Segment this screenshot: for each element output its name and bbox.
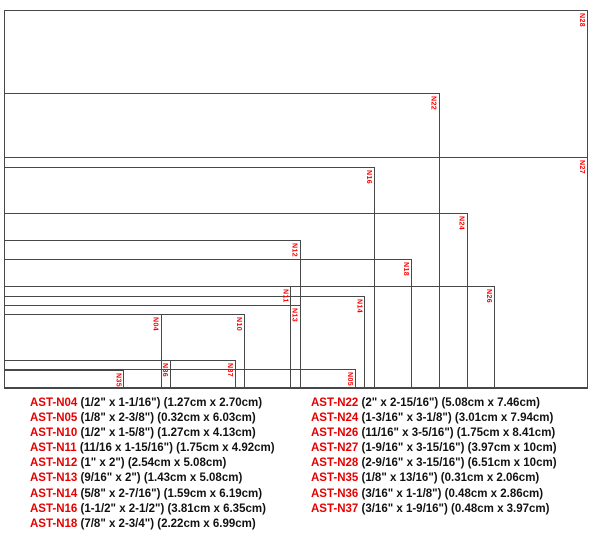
legend-item-code: AST-N13 [30,472,78,485]
rect-label-n10: N10 [235,317,243,332]
legend-item-code: AST-N18 [30,517,78,530]
legend-item-dimensions: (7/8" x 2-3/4") (2.22cm x 6.99cm) [80,517,256,530]
rect-label-n26: N26 [485,289,493,304]
legend-item-code: AST-N10 [30,427,78,440]
legend-item-ast-n27: AST-N27 (1-9/16" x 3-15/16") (3.97cm x 1… [311,441,557,456]
rect-label-n05: N05 [346,372,354,387]
legend-item-ast-n24: AST-N24 (1-3/16" x 3-1/8") (3.01cm x 7.9… [311,411,557,426]
diagram-baseline [4,386,588,389]
legend-item-dimensions: (11/16 x 1-15/16") (1.75cm x 4.92cm) [79,442,275,455]
legend-item-ast-n10: AST-N10 (1/2" x 1-5/8") (1.27cm x 4.13cm… [30,426,275,441]
legend-item-dimensions: (1-9/16" x 3-15/16") (3.97cm x 10cm) [361,442,557,455]
legend-item-code: AST-N24 [311,412,359,425]
legend-item-ast-n12: AST-N12 (1" x 2") (2.54cm x 5.08cm) [30,456,275,471]
legend-item-code: AST-N36 [311,487,359,500]
legend-column-1: AST-N04 (1/2" x 1-1/16") (1.27cm x 2.70c… [30,396,275,532]
legend-item-dimensions: (1-3/16" x 3-1/8") (3.01cm x 7.94cm) [361,412,554,425]
legend-column-2: AST-N22 (2" x 2-15/16") (5.08cm x 7.46cm… [311,396,557,517]
rect-label-n35: N35 [114,372,122,388]
legend-item-dimensions: (1" x 2") (2.54cm x 5.08cm) [80,457,227,470]
legend-item-code: AST-N11 [30,442,77,455]
legend-item-dimensions: (1/8" x 13/16") (0.31cm x 2.06cm) [361,472,540,485]
rect-label-n11: N11 [281,289,289,303]
legend-item-code: AST-N26 [311,427,359,440]
legend-item-code: AST-N37 [311,502,359,515]
legend-item-dimensions: (1/2" x 1-5/8") (1.27cm x 4.13cm) [80,427,256,440]
legend-item-dimensions: (9/16" x 2") (1.43cm x 5.08cm) [80,472,243,485]
legend-item-code: AST-N12 [30,457,78,470]
rect-label-n27: N27 [578,160,585,175]
legend-item-dimensions: (1/2" x 1-1/16") (1.27cm x 2.70cm) [80,397,263,409]
rect-label-n37: N37 [225,363,233,378]
legend-item-dimensions: (3/16" x 1-1/8") (0.48cm x 2.86cm) [361,487,544,500]
legend-item-ast-n04: AST-N04 (1/2" x 1-1/16") (1.27cm x 2.70c… [30,396,275,411]
legend-item-code: AST-N16 [30,502,78,515]
legend-item-code: AST-N05 [30,412,78,425]
legend-item-code: AST-N22 [311,397,359,409]
rect-label-n13: N13 [290,307,298,322]
legend-item-ast-n28: AST-N28 (2-9/16" x 3-15/16") (6.51cm x 1… [311,456,557,471]
legend-item-code: AST-N35 [311,472,359,485]
legend-item-dimensions: (1/8" x 2-3/8") (0.32cm x 6.03cm) [80,412,256,425]
legend-item-ast-n18: AST-N18 (7/8" x 2-3/4") (2.22cm x 6.99cm… [30,517,275,532]
legend-item-ast-n26: AST-N26 (11/16" x 3-5/16") (1.75cm x 8.4… [311,426,557,441]
rect-label-n18: N18 [402,262,410,277]
legend-item-dimensions: (2-9/16" x 3-15/16") (6.51cm x 10cm) [361,457,557,470]
rect-label-n14: N14 [355,298,363,313]
size-rect-n35: N35 [4,369,125,388]
legend-item-dimensions: (1-1/2" x 2-1/2") (3.81cm x 6.35cm) [80,502,266,515]
legend-item-dimensions: (11/16" x 3-5/16") (1.75cm x 8.41cm) [361,427,556,440]
rect-label-n16: N16 [364,169,372,184]
legend-item-ast-n05: AST-N05 (1/8" x 2-3/8") (0.32cm x 6.03cm… [30,411,275,426]
rect-label-n12: N12 [290,243,298,258]
rect-label-n36: N36 [161,363,169,378]
legend-item-code: AST-N04 [30,397,78,409]
legend-item-dimensions: (3/16" x 1-9/16") (0.48cm x 3.97cm) [361,502,550,515]
nested-size-diagram: N28 N27 N22 N24 N26 N16 N18 N12 N14 N11 N13 N10 N04 N… [4,9,588,389]
legend-item-code: AST-N14 [30,487,78,500]
legend-item-code: AST-N28 [311,457,359,470]
legend-item-ast-n14: AST-N14 (5/8" x 2-7/16") (1.59cm x 6.19c… [30,487,275,502]
legend-item-ast-n22: AST-N22 (2" x 2-15/16") (5.08cm x 7.46cm… [311,396,557,411]
legend-item-dimensions: (2" x 2-15/16") (5.08cm x 7.46cm) [361,397,540,409]
legend-item-dimensions: (5/8" x 2-7/16") (1.59cm x 6.19cm) [80,487,263,500]
rect-label-n04: N04 [151,317,159,332]
rect-label-n24: N24 [457,216,465,231]
legend-item-ast-n16: AST-N16 (1-1/2" x 2-1/2") (3.81cm x 6.35… [30,502,275,517]
legend-item-ast-n35: AST-N35 (1/8" x 13/16") (0.31cm x 2.06cm… [311,471,557,486]
legend-item-ast-n13: AST-N13 (9/16" x 2") (1.43cm x 5.08cm) [30,471,275,486]
legend-item-ast-n36: AST-N36 (3/16" x 1-1/8") (0.48cm x 2.86c… [311,487,557,502]
legend-item-ast-n37: AST-N37 (3/16" x 1-9/16") (0.48cm x 3.97… [311,502,557,517]
legend-item-code: AST-N27 [311,442,359,455]
rect-label-n22: N22 [429,95,437,110]
rect-label-n28: N28 [578,12,585,27]
legend-item-ast-n11: AST-N11 (11/16 x 1-15/16") (1.75cm x 4.9… [30,441,275,456]
